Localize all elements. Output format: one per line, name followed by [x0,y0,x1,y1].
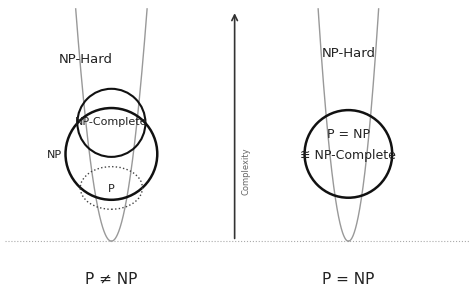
Text: NP-Hard: NP-Hard [321,47,375,60]
Text: P: P [108,184,115,194]
Text: NP: NP [47,150,62,160]
Text: NP-Complete: NP-Complete [75,117,147,127]
Text: ≅ NP-Complete: ≅ NP-Complete [301,149,396,162]
Text: P = NP: P = NP [327,128,370,141]
Text: NP-Hard: NP-Hard [58,53,112,66]
Text: Complexity: Complexity [242,148,251,195]
Text: P = NP: P = NP [322,272,374,287]
Text: P ≠ NP: P ≠ NP [85,272,137,287]
